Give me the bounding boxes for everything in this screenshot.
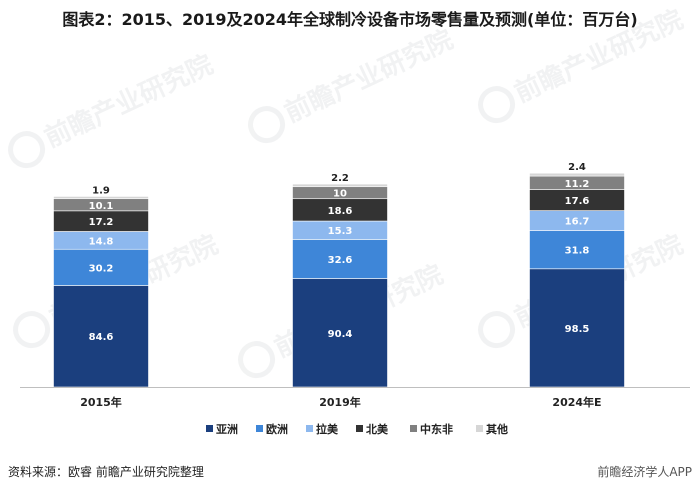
data-label: 18.6 <box>328 206 353 217</box>
bar-segment <box>53 196 149 200</box>
data-label: 90.4 <box>328 329 353 340</box>
data-label: 10 <box>333 189 347 200</box>
data-label: 31.8 <box>565 246 590 257</box>
legend-swatch <box>410 425 417 432</box>
data-label: 2.2 <box>331 173 349 184</box>
legend-label: 北美 <box>366 422 389 436</box>
watermark-logo-icon <box>238 341 276 379</box>
legend: 亚洲 欧洲 拉美 北美 中东非 其他 <box>206 422 508 436</box>
x-tick-label: 2015年 <box>80 395 122 409</box>
watermark-logo-icon <box>248 106 286 144</box>
legend-label: 其他 <box>486 422 508 436</box>
data-label: 10.1 <box>89 201 114 212</box>
bar-segment <box>529 268 625 388</box>
chart-title: 图表2：2015、2019及2024年全球制冷设备市场零售量及预测(单位：百万台… <box>62 10 638 29</box>
bar-segment <box>53 248 149 286</box>
bar-segment <box>529 172 625 177</box>
watermark-text: 前瞻产业研究院 <box>510 4 688 109</box>
legend-swatch <box>256 425 263 432</box>
legend-swatch <box>476 425 483 432</box>
data-label: 17.2 <box>89 217 114 228</box>
watermark-text: 前瞻产业研究院 <box>40 49 218 154</box>
bar-segment <box>292 278 388 388</box>
legend-label: 拉美 <box>316 422 339 436</box>
data-label: 32.6 <box>328 255 353 266</box>
x-axis-labels: 2015年 2019年 2024年E <box>80 395 601 409</box>
legend-label: 中东非 <box>420 422 453 436</box>
bar-segment <box>292 183 388 188</box>
watermark-logo-icon <box>478 86 516 124</box>
bar-segment <box>292 239 388 279</box>
legend-swatch <box>306 425 313 432</box>
legend-swatch <box>206 425 213 432</box>
data-label: 84.6 <box>89 332 114 343</box>
data-label: 30.2 <box>89 263 114 274</box>
data-label: 14.8 <box>89 236 114 247</box>
data-label: 98.5 <box>565 324 590 335</box>
bars-layer: 84.6 30.2 14.8 17.2 10.1 1.9 90.4 32.6 15.3 18.6 1… <box>53 162 625 388</box>
data-label: 1.9 <box>92 185 110 196</box>
data-label: 17.6 <box>565 196 590 207</box>
watermark-logo-icon <box>13 311 51 349</box>
x-tick-label: 2019年 <box>319 395 361 409</box>
watermark-logo-icon <box>8 131 46 169</box>
data-label: 15.3 <box>328 226 353 237</box>
legend-label: 欧洲 <box>266 422 288 436</box>
source-note: 资料来源：欧睿 前瞻产业研究院整理 <box>8 465 204 479</box>
watermark-text: 前瞻产业研究院 <box>280 24 458 129</box>
legend-label: 亚洲 <box>216 423 238 436</box>
x-tick-label: 2024年E <box>552 395 601 409</box>
watermark-logo-icon <box>478 311 516 349</box>
legend-swatch <box>356 425 363 432</box>
data-label: 2.4 <box>568 162 586 173</box>
bar-segment <box>53 285 149 388</box>
data-label: 11.2 <box>565 179 590 190</box>
data-label: 16.7 <box>565 217 590 228</box>
brand-label: 前瞻经济学人APP <box>597 465 692 479</box>
